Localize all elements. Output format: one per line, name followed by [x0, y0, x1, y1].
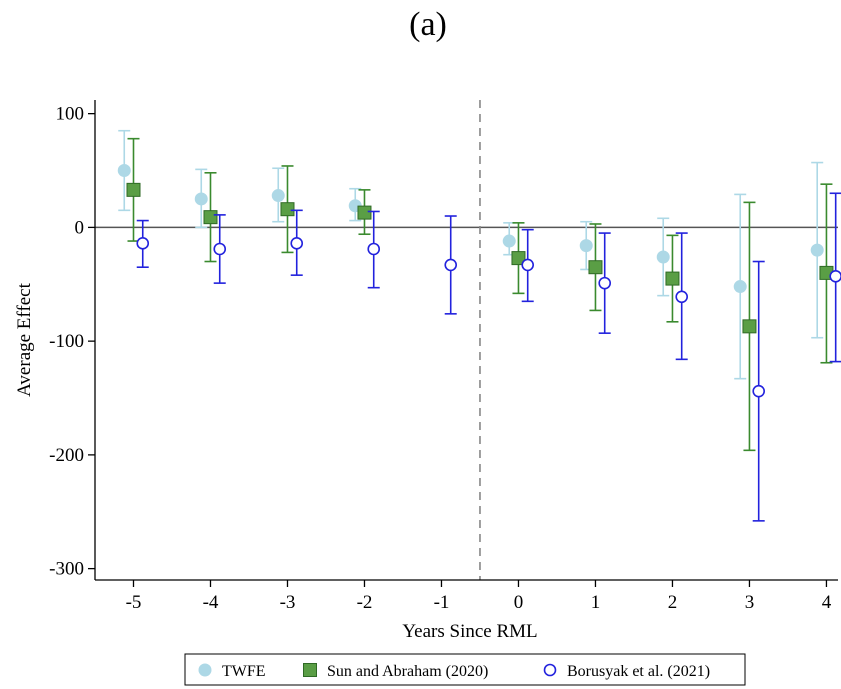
twfe-point — [656, 250, 670, 264]
x-axis: -5 -4 -3 -2 -1 0 1 2 3 4 — [95, 579, 838, 613]
legend-label-borusyak: Borusyak et al. (2021) — [567, 663, 710, 680]
twfe-point — [271, 189, 285, 203]
borusyak-point — [675, 290, 689, 304]
sun-abraham-point — [588, 260, 603, 275]
borusyak-point — [829, 270, 841, 283]
x-tick-label: -1 — [434, 592, 450, 613]
legend: TWFE Sun and Abraham (2020) Borusyak et al… — [184, 653, 746, 686]
legend-box — [184, 653, 746, 686]
twfe-point — [733, 280, 747, 294]
twfe-point — [117, 164, 131, 178]
y-tick-label: -200 — [49, 445, 84, 466]
borusyak-point — [598, 276, 612, 290]
legend-marker-sun-abraham — [303, 663, 317, 677]
sun-abraham-point — [665, 271, 680, 286]
twfe-point — [810, 243, 824, 257]
x-tick-label: -3 — [280, 592, 296, 613]
plot-area — [95, 100, 841, 580]
sun-abraham-point — [742, 319, 757, 334]
borusyak-point — [213, 242, 227, 256]
twfe-point — [502, 234, 516, 248]
y-axis: 100 0 -100 -200 -300 — [49, 100, 96, 580]
x-axis-title: Years Since RML — [402, 621, 537, 642]
legend-label-twfe: TWFE — [222, 663, 266, 680]
x-tick-label: 1 — [591, 592, 601, 613]
panel-label: (a) — [409, 6, 447, 43]
sun-abraham-point — [203, 210, 218, 225]
y-axis-title: Average Effect — [14, 282, 35, 396]
x-tick-label: 2 — [668, 592, 678, 613]
sun-abraham-point — [357, 205, 372, 220]
sun-abraham-point — [280, 202, 295, 217]
twfe-point — [194, 192, 208, 206]
x-tick-label: 0 — [514, 592, 524, 613]
borusyak-point — [136, 237, 150, 250]
sun-abraham-point — [511, 251, 526, 266]
sun-abraham-point — [126, 182, 141, 197]
x-tick-label: 3 — [745, 592, 755, 613]
borusyak-point — [752, 384, 765, 398]
y-tick-label: -300 — [49, 559, 84, 580]
legend-marker-twfe — [198, 663, 212, 677]
borusyak-series — [136, 192, 841, 522]
legend-label-sun-abraham: Sun and Abraham (2020) — [327, 663, 488, 680]
x-tick-label: 4 — [822, 592, 832, 613]
borusyak-point — [367, 242, 381, 256]
y-tick-label: 0 — [75, 217, 85, 238]
x-tick-label: -2 — [357, 592, 373, 613]
borusyak-point — [521, 258, 535, 272]
x-tick-label: -5 — [126, 592, 142, 613]
legend-marker-borusyak — [543, 663, 557, 677]
x-tick-label: -4 — [203, 592, 219, 613]
y-tick-label: 100 — [56, 104, 85, 125]
twfe-series — [117, 129, 824, 380]
twfe-point — [579, 239, 593, 253]
borusyak-point — [444, 258, 458, 272]
borusyak-point — [290, 237, 304, 250]
y-tick-label: -100 — [49, 331, 84, 352]
